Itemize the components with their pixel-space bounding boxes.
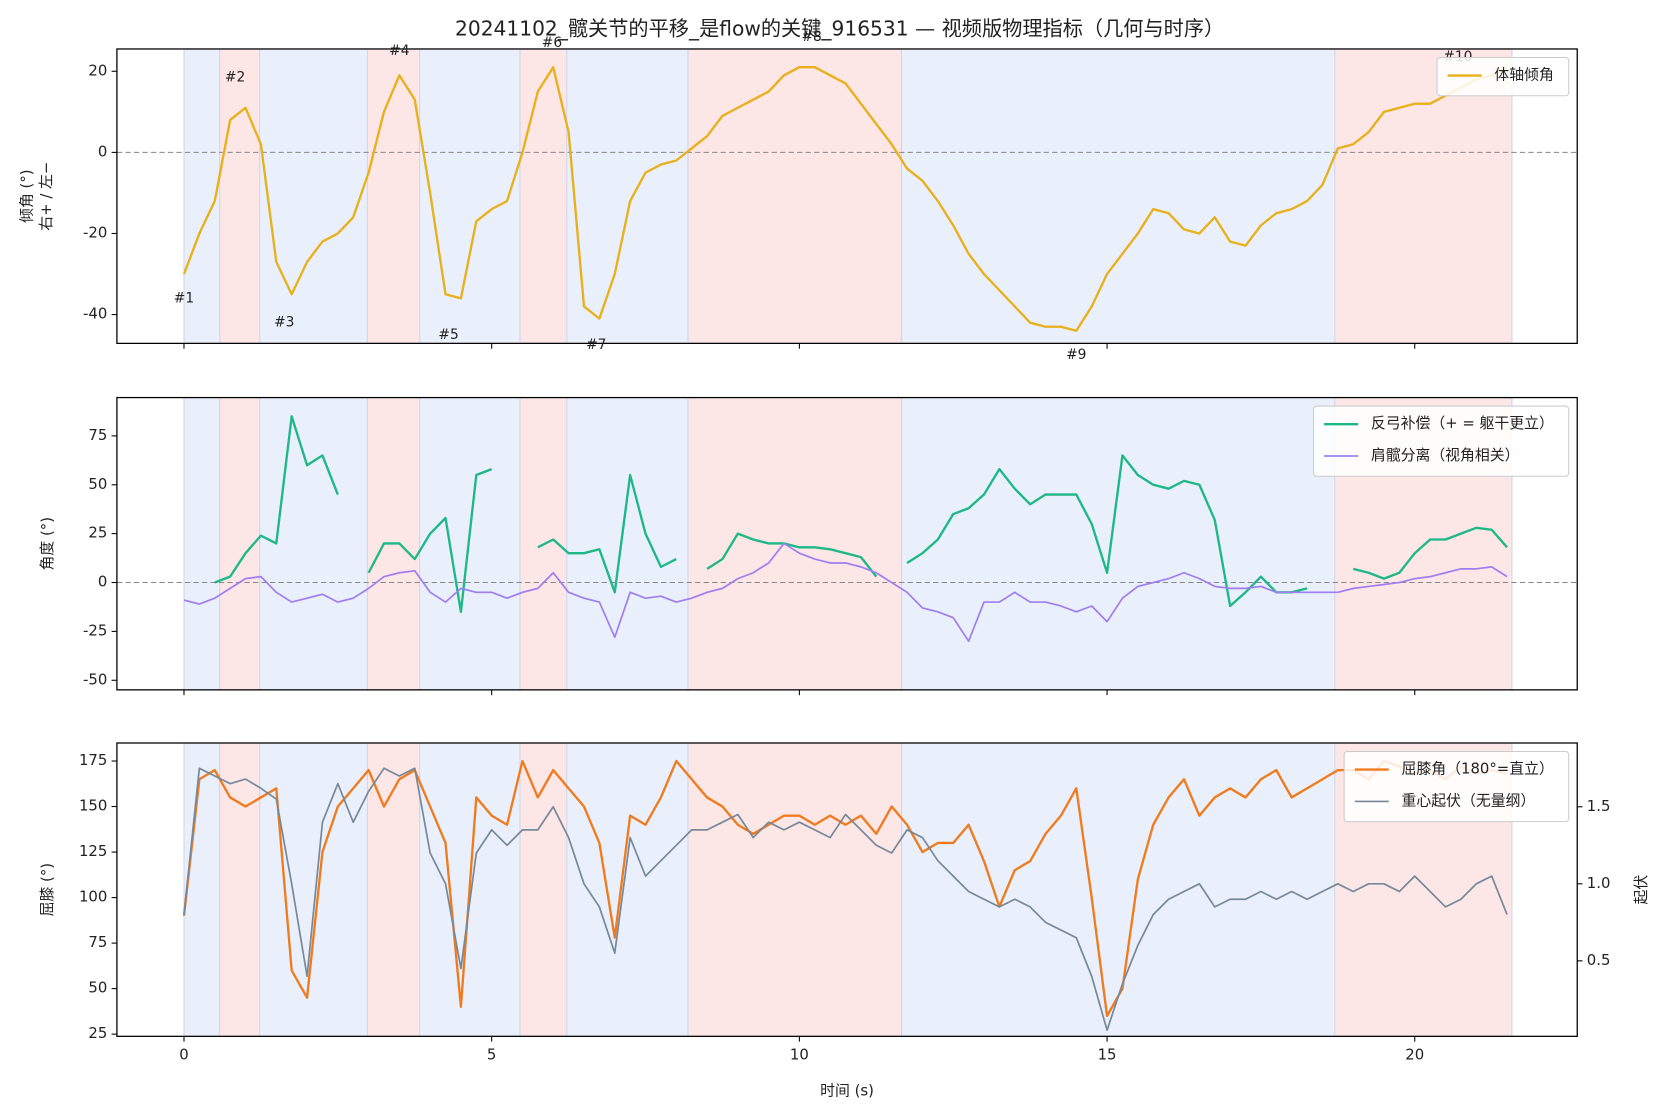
phase-band bbox=[901, 48, 1335, 344]
plot-area bbox=[116, 48, 1578, 344]
series-line bbox=[214, 415, 339, 584]
legend: 体轴倾角 bbox=[1436, 56, 1570, 97]
series-line bbox=[182, 66, 1508, 332]
y-axis-label: 角度 (°) bbox=[38, 517, 56, 570]
annotation: #1 bbox=[174, 290, 194, 306]
y-tick-label: 125 bbox=[79, 842, 107, 860]
annotation: #4 bbox=[389, 43, 409, 59]
axes-frame bbox=[116, 742, 1578, 1037]
phase-band bbox=[367, 48, 420, 344]
phase-band bbox=[687, 48, 902, 344]
legend-box bbox=[1343, 750, 1570, 823]
phase-band bbox=[219, 742, 260, 1037]
y2-tick-label: 1.5 bbox=[1587, 797, 1611, 815]
y-tick-label: 25 bbox=[88, 1024, 107, 1042]
y-tick-label: -50 bbox=[83, 670, 107, 688]
phase-band bbox=[259, 742, 368, 1037]
series-line bbox=[537, 473, 677, 594]
y-tick-label: -25 bbox=[83, 621, 107, 639]
y-tick-label: 50 bbox=[88, 475, 107, 493]
phase-band bbox=[901, 742, 1335, 1037]
y-tick-label: 25 bbox=[88, 524, 107, 542]
annotation: #8 bbox=[802, 29, 822, 45]
y-tick-label: 175 bbox=[79, 751, 107, 769]
legend-entry: 屈膝角（180°=直立） bbox=[1402, 760, 1554, 778]
annotation: #9 bbox=[1066, 347, 1086, 363]
phase-band bbox=[183, 742, 220, 1037]
phase-band bbox=[566, 397, 688, 690]
phase-band bbox=[1334, 48, 1512, 344]
annotation: #3 bbox=[274, 315, 294, 331]
legend: 反弓补偿（+ = 躯干更立） 肩髋分离（视角相关） bbox=[1312, 405, 1570, 477]
x-tick-label: 20 bbox=[1405, 1045, 1424, 1063]
x-tick-label: 15 bbox=[1098, 1045, 1117, 1063]
series-line bbox=[706, 532, 878, 578]
axes-frame bbox=[116, 48, 1578, 345]
phase-band bbox=[219, 48, 260, 344]
phase-band bbox=[183, 397, 220, 690]
legend-entry: 肩髋分离（视角相关） bbox=[1371, 446, 1520, 464]
y-axis-label: 右+ / 左− bbox=[37, 162, 55, 231]
y-tick-label: 75 bbox=[88, 933, 107, 951]
series-line bbox=[182, 759, 1508, 1018]
figure-title: 20241102_髋关节的平移_是flow的关键_916531 — 视频版物理指… bbox=[455, 16, 1224, 40]
annotation: #6 bbox=[542, 35, 562, 51]
series-line bbox=[367, 468, 493, 614]
phase-band bbox=[687, 742, 902, 1037]
x-axis-label: 时间 (s) bbox=[820, 1082, 874, 1100]
x-tick-label: 5 bbox=[487, 1045, 496, 1063]
y-tick-label: 150 bbox=[79, 797, 107, 815]
annotation: #7 bbox=[586, 337, 606, 353]
phase-band bbox=[259, 48, 368, 344]
phase-band bbox=[419, 397, 520, 690]
phase-band bbox=[183, 48, 220, 344]
phase-band bbox=[419, 48, 520, 344]
axes-frame bbox=[116, 396, 1578, 691]
phase-band bbox=[259, 397, 368, 690]
series-line bbox=[906, 454, 1308, 608]
plot-area bbox=[182, 742, 1513, 1037]
y-axis-label: 倾角 (°) bbox=[18, 169, 36, 222]
annotation: #2 bbox=[225, 69, 245, 85]
series-line bbox=[183, 767, 1508, 1032]
series-line bbox=[183, 542, 1508, 643]
series-line bbox=[1352, 526, 1508, 580]
y-tick-label: 0 bbox=[98, 573, 107, 591]
phase-band bbox=[519, 742, 567, 1037]
y-axis-label: 屈膝 (°) bbox=[38, 863, 56, 916]
phase-band bbox=[687, 397, 902, 690]
y-tick-label: 50 bbox=[88, 979, 107, 997]
legend-box bbox=[1436, 56, 1570, 97]
phase-band bbox=[519, 48, 567, 344]
y-tick-label: 20 bbox=[88, 61, 107, 79]
phase-band bbox=[566, 742, 688, 1037]
y-tick-label: 100 bbox=[79, 888, 107, 906]
legend: 屈膝角（180°=直立） 重心起伏（无量纲） bbox=[1343, 750, 1570, 823]
x-tick-label: 0 bbox=[179, 1045, 188, 1063]
annotation: #5 bbox=[438, 327, 458, 343]
x-tick-label: 10 bbox=[790, 1045, 809, 1063]
phase-band bbox=[566, 48, 688, 344]
y-tick-label: -40 bbox=[83, 305, 107, 323]
plot-area bbox=[116, 397, 1578, 690]
y-tick-label: 0 bbox=[98, 142, 107, 160]
legend-entry: 反弓补偿（+ = 躯干更立） bbox=[1371, 414, 1554, 432]
y-tick-label: -20 bbox=[83, 223, 107, 241]
legend-box bbox=[1312, 405, 1570, 477]
y-tick-label: 75 bbox=[88, 426, 107, 444]
y2-tick-label: 1.0 bbox=[1587, 874, 1611, 892]
phase-band bbox=[901, 397, 1335, 690]
legend-entry: 重心起伏（无量纲） bbox=[1402, 791, 1536, 809]
y2-axis-label: 起伏 bbox=[1632, 875, 1650, 905]
legend-entry: 体轴倾角 bbox=[1494, 66, 1553, 84]
y2-tick-label: 0.5 bbox=[1587, 951, 1611, 969]
